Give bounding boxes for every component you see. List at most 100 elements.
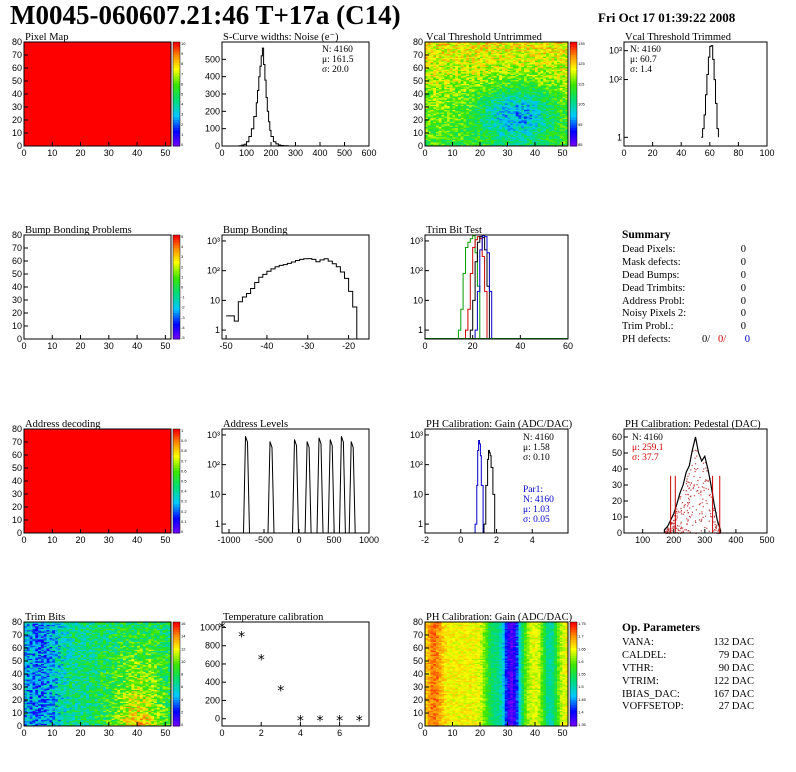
heatmap-cell	[510, 77, 514, 79]
heatmap-cell	[535, 140, 539, 143]
heatmap-cell	[562, 140, 566, 143]
heatmap-cell	[562, 53, 566, 56]
x-tick-label: 20	[76, 341, 86, 351]
heatmap-cell	[559, 129, 563, 131]
palette-swatch	[173, 517, 180, 521]
heatmap-cell	[458, 52, 462, 55]
heatmap-cell	[502, 118, 506, 121]
heatmap-cell	[433, 61, 437, 64]
heatmap-cell	[537, 113, 541, 116]
heatmap-cell	[24, 696, 28, 698]
heatmap-cell	[546, 123, 550, 126]
heatmap-cell	[532, 66, 536, 69]
heatmap-cell	[477, 127, 481, 130]
heatmap-cell	[499, 140, 503, 143]
heatmap-cell	[491, 56, 495, 58]
heatmap-cell	[425, 99, 429, 101]
heatmap-cell	[540, 101, 544, 104]
heatmap-cell	[463, 133, 467, 135]
heatmap-cell	[455, 43, 459, 45]
heatmap-cell	[455, 133, 459, 135]
heatmap-cell	[469, 118, 473, 121]
heatmap-cell	[515, 127, 519, 130]
heatmap-cell	[458, 78, 462, 81]
heatmap-cell	[502, 100, 506, 103]
heatmap-cell	[441, 84, 445, 87]
heatmap-cell	[565, 48, 569, 51]
heatmap-cell	[524, 70, 528, 73]
palette-label: -1	[181, 295, 185, 300]
heatmap-cell	[535, 96, 539, 99]
heatmap-cell	[518, 107, 522, 109]
heatmap-cell	[425, 52, 429, 55]
heatmap-cell	[535, 135, 539, 138]
heatmap-cell	[524, 140, 528, 143]
heatmap-cell	[521, 74, 525, 77]
pedestal-fill-dot	[695, 521, 697, 524]
heatmap-cell	[477, 48, 481, 51]
heatmap-cell	[444, 100, 448, 103]
heatmap-cell	[471, 99, 475, 101]
heatmap-cell	[24, 661, 28, 663]
heatmap-cell	[565, 107, 569, 109]
heatmap-cell	[559, 53, 563, 56]
heatmap-cell	[565, 75, 569, 78]
heatmap-cell	[513, 121, 517, 123]
heatmap-cell	[469, 117, 473, 120]
heatmap-cell	[485, 71, 489, 74]
x-tick-label: 40	[530, 148, 540, 158]
heatmap-cell	[521, 113, 525, 116]
heatmap-cell	[529, 87, 533, 90]
heatmap-cell	[480, 108, 484, 110]
heatmap-cell	[559, 86, 563, 88]
heatmap-cell	[537, 139, 541, 142]
heatmap-cell	[460, 134, 464, 136]
heatmap-cell	[502, 91, 506, 94]
heatmap-cell	[485, 77, 489, 79]
heatmap-cell	[521, 105, 525, 108]
heatmap-cell	[524, 92, 528, 95]
heatmap-cell	[562, 134, 566, 136]
heatmap-cell	[469, 107, 473, 109]
heatmap-cell	[557, 77, 561, 79]
heatmap-cell	[554, 79, 558, 82]
heatmap-cell	[485, 121, 489, 123]
heatmap-cell	[537, 116, 541, 118]
heatmap-cell	[447, 73, 451, 75]
heatmap-cell	[488, 120, 492, 122]
heatmap-cell	[565, 51, 569, 53]
heatmap-cell	[24, 675, 28, 677]
vcal-trimmed-histogram	[701, 45, 719, 138]
heatmap-cell	[526, 79, 530, 82]
palette-swatch	[173, 320, 180, 324]
heatmap-cell	[546, 130, 550, 133]
heatmap-cell	[438, 92, 442, 95]
heatmap-cell	[557, 82, 561, 84]
heatmap-cell	[546, 100, 550, 103]
heatmap-cell	[515, 55, 519, 57]
heatmap-cell	[557, 143, 561, 146]
heatmap-cell	[513, 112, 517, 114]
heatmap-cell	[562, 55, 566, 57]
heatmap-cell	[557, 133, 561, 135]
heatmap-cell	[488, 68, 492, 70]
heatmap-cell	[480, 95, 484, 97]
heatmap-cell	[438, 129, 442, 131]
palette-swatch	[570, 143, 577, 147]
heatmap-cell	[502, 116, 506, 118]
heatmap-cell	[548, 68, 552, 70]
heatmap-cell	[460, 62, 464, 65]
heatmap-cell	[433, 126, 437, 129]
heatmap-cell	[510, 65, 514, 68]
heatmap-cell	[444, 57, 448, 60]
heatmap-cell	[491, 73, 495, 75]
heatmap-cell	[471, 90, 475, 92]
y-tick-label: 1	[418, 519, 423, 529]
heatmap-cell	[524, 45, 528, 48]
heatmap-cell	[507, 123, 511, 126]
heatmap-cell	[482, 58, 486, 61]
heatmap-cell	[504, 120, 508, 122]
heatmap-cell	[565, 69, 569, 71]
y-tick-label: 80	[12, 230, 22, 240]
palette-swatch	[570, 57, 577, 61]
